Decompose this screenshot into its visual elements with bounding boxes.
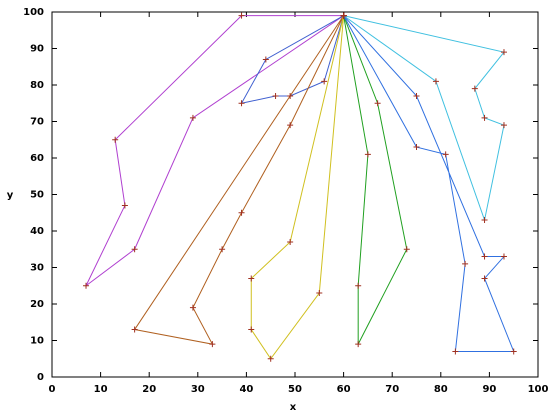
x-tick-label: 30 xyxy=(191,384,205,395)
point-marker xyxy=(83,282,90,289)
y-tick-label: 10 xyxy=(30,336,44,347)
point-marker xyxy=(189,304,196,311)
point-marker xyxy=(500,253,507,260)
route-line xyxy=(133,15,345,345)
route-line xyxy=(250,15,345,360)
point-marker xyxy=(287,238,294,245)
point-marker xyxy=(413,144,420,151)
x-tick-label: 70 xyxy=(385,384,399,395)
y-tick-label: 80 xyxy=(30,80,44,91)
point-marker xyxy=(267,355,274,362)
point-marker xyxy=(272,92,279,99)
point-marker xyxy=(481,217,488,224)
point-marker xyxy=(209,341,216,348)
y-tick-label: 40 xyxy=(30,226,44,237)
point-marker xyxy=(403,246,410,253)
point-marker xyxy=(238,209,245,216)
point-marker xyxy=(481,114,488,121)
route-line xyxy=(343,15,505,222)
x-tick-label: 80 xyxy=(434,384,448,395)
y-tick-label: 50 xyxy=(30,190,44,201)
point-marker xyxy=(248,275,255,282)
point-marker xyxy=(340,12,347,19)
point-marker xyxy=(262,56,269,63)
y-axis-label: y xyxy=(7,190,14,201)
point-marker xyxy=(248,326,255,333)
point-marker xyxy=(471,85,478,92)
point-marker xyxy=(500,122,507,129)
point-marker xyxy=(500,49,507,56)
route-line xyxy=(343,15,515,352)
y-tick-label: 90 xyxy=(30,44,44,55)
point-marker xyxy=(442,151,449,158)
point-marker xyxy=(364,151,371,158)
point-marker xyxy=(321,78,328,85)
point-marker xyxy=(131,326,138,333)
y-tick-label: 100 xyxy=(23,7,44,18)
y-tick-label: 20 xyxy=(30,299,44,310)
y-tick-label: 30 xyxy=(30,263,44,274)
plot-frame xyxy=(51,11,539,378)
route-line xyxy=(343,15,408,345)
x-tick-label: 0 xyxy=(49,384,56,395)
point-marker xyxy=(374,100,381,107)
y-tick-label: 0 xyxy=(37,372,44,383)
x-tick-label: 100 xyxy=(528,384,549,395)
point-marker xyxy=(452,348,459,355)
point-marker xyxy=(316,290,323,297)
point-marker xyxy=(238,12,245,19)
route-line xyxy=(240,15,345,104)
point-marker xyxy=(189,114,196,121)
point-marker xyxy=(481,275,488,282)
x-tick-label: 60 xyxy=(337,384,351,395)
x-axis-label: x xyxy=(290,402,297,413)
point-marker xyxy=(355,282,362,289)
point-marker xyxy=(219,246,226,253)
point-marker xyxy=(481,253,488,260)
point-marker xyxy=(238,100,245,107)
point-marker xyxy=(287,92,294,99)
point-marker xyxy=(121,202,128,209)
point-marker xyxy=(287,122,294,129)
point-marker xyxy=(510,348,517,355)
x-tick-label: 40 xyxy=(239,384,253,395)
y-tick-label: 60 xyxy=(30,153,44,164)
route-line xyxy=(85,15,344,287)
x-tick-label: 10 xyxy=(94,384,108,395)
point-marker xyxy=(462,260,469,267)
point-marker xyxy=(413,92,420,99)
point-marker xyxy=(131,246,138,253)
point-marker xyxy=(112,136,119,143)
x-tick-label: 20 xyxy=(142,384,156,395)
y-tick-label: 70 xyxy=(30,117,44,128)
x-tick-label: 50 xyxy=(288,384,302,395)
point-marker xyxy=(432,78,439,85)
point-marker xyxy=(355,341,362,348)
x-tick-label: 90 xyxy=(482,384,496,395)
